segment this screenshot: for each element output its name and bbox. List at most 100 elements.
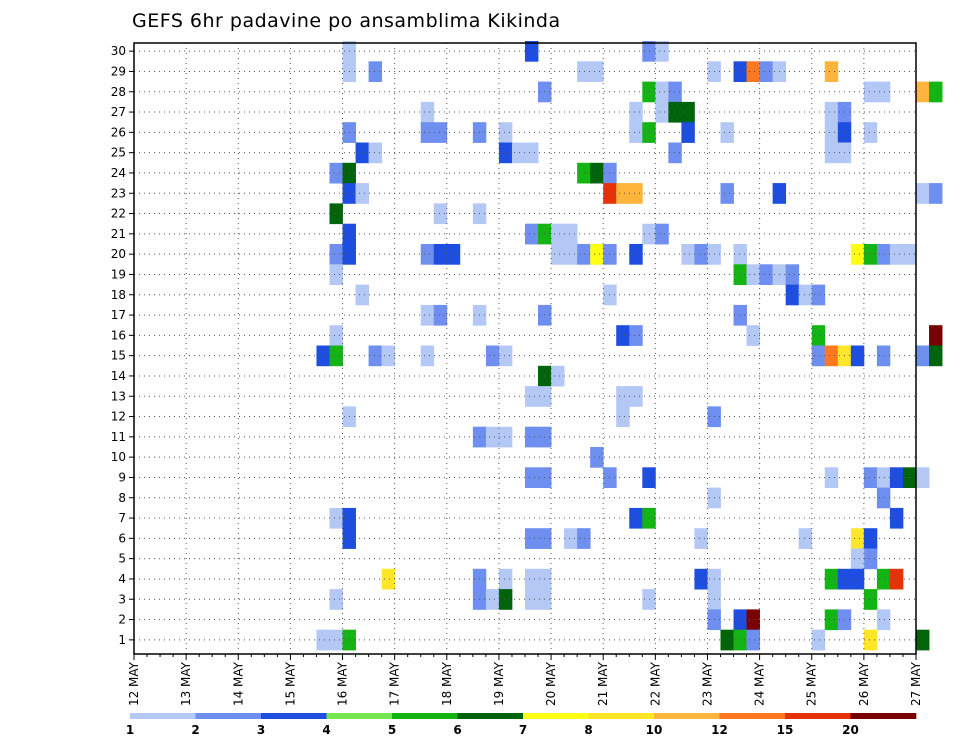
heatmap-cell	[420, 122, 435, 143]
heatmap-cell	[446, 244, 461, 265]
heatmap-cell	[746, 609, 760, 631]
x-tick-label: 23 MAY	[700, 661, 714, 706]
heatmap-cell	[525, 41, 539, 62]
x-tick-label: 27 MAY	[909, 661, 923, 706]
y-tick-label: 14	[111, 369, 126, 383]
legend-swatch	[195, 713, 262, 719]
heatmap-cell	[811, 284, 826, 306]
cells-layer	[316, 41, 943, 651]
heatmap-cell	[433, 203, 448, 225]
heatmap-cell	[929, 325, 943, 346]
legend-swatch	[850, 713, 917, 719]
x-tick-label: 14 MAY	[231, 661, 245, 706]
legend-label: 12	[711, 723, 728, 737]
heatmap-cell	[694, 568, 708, 590]
heatmap-cell	[498, 345, 513, 367]
heatmap-cell	[798, 284, 813, 306]
heatmap-cell	[863, 629, 878, 651]
heatmap-cell	[498, 426, 513, 448]
heatmap-cell	[381, 568, 396, 590]
legend-swatch	[719, 713, 786, 719]
heatmap-cell	[798, 528, 813, 549]
heatmap-cell	[681, 122, 695, 143]
y-tick-label: 4	[118, 572, 126, 586]
legend-label: 2	[191, 723, 199, 737]
heatmap-cell	[420, 244, 435, 265]
legend-label: 20	[842, 723, 859, 737]
heatmap-cell	[720, 629, 734, 651]
heatmap-cell	[876, 568, 891, 590]
heatmap-cell	[525, 589, 539, 610]
heatmap-cell	[889, 507, 904, 529]
heatmap-cell	[694, 244, 708, 265]
heatmap-cell	[863, 81, 878, 103]
heatmap-cell	[485, 426, 500, 448]
heatmap-cell	[629, 325, 643, 346]
heatmap-cell	[485, 589, 500, 610]
heatmap-cell	[668, 142, 682, 164]
legend-swatch	[392, 713, 458, 719]
y-tick-label: 8	[118, 491, 126, 505]
heatmap-cell	[876, 81, 891, 103]
heatmap-cell	[316, 345, 330, 367]
heatmap-cell	[577, 61, 591, 82]
heatmap-cell	[381, 345, 396, 367]
x-tick-label: 19 MAY	[492, 661, 506, 706]
y-tick-label: 26	[111, 125, 126, 139]
y-tick-label: 23	[111, 186, 126, 200]
x-tick-label: 24 MAY	[753, 661, 767, 706]
y-tick-label: 28	[111, 85, 126, 99]
heatmap-cell	[863, 528, 878, 549]
heatmap-cell	[616, 386, 630, 407]
heatmap-cell	[525, 426, 539, 448]
heatmap-cell	[629, 122, 643, 143]
y-tick-label: 2	[118, 613, 126, 627]
x-tick-label: 22 MAY	[648, 661, 662, 706]
heatmap-cell	[811, 345, 826, 367]
y-tick-label: 17	[111, 308, 126, 322]
heatmap-cell	[929, 81, 943, 103]
heatmap-cell	[850, 528, 865, 549]
heatmap-cell	[433, 304, 448, 326]
heatmap-cell	[564, 528, 578, 549]
heatmap-cell	[329, 203, 343, 225]
heatmap-cell	[564, 244, 578, 265]
y-tick-label: 3	[118, 592, 126, 606]
legend-label: 3	[257, 723, 265, 737]
legend-label: 15	[777, 723, 794, 737]
x-tick-label: 21 MAY	[596, 661, 610, 706]
heatmap-cell	[863, 467, 878, 488]
heatmap-cell	[850, 568, 865, 590]
heatmap-cell	[329, 507, 343, 529]
heatmap-cell	[551, 223, 565, 245]
heatmap-cell	[329, 162, 343, 184]
heatmap-cell	[876, 345, 891, 367]
heatmap-cell	[746, 264, 760, 285]
heatmap-cell	[420, 345, 435, 367]
heatmap-cell	[590, 244, 604, 265]
legend-swatch	[261, 713, 327, 719]
heatmap-cell	[850, 548, 865, 570]
heatmap-cell	[329, 264, 343, 285]
heatmap-cell	[916, 81, 930, 103]
heatmap-cell	[785, 284, 800, 306]
heatmap-cell	[824, 142, 839, 164]
x-tick-label: 17 MAY	[388, 661, 402, 706]
y-axis-ticks: 1234567891011121314151617181920212223242…	[111, 44, 134, 647]
heatmap-cell	[876, 244, 891, 265]
heatmap-cell	[746, 61, 760, 82]
heatmap-cell	[355, 284, 369, 306]
heatmap-cell	[525, 528, 539, 549]
heatmap-cell	[863, 122, 878, 143]
heatmap-cell	[590, 162, 604, 184]
heatmap-cell	[577, 244, 591, 265]
grid-layer	[134, 43, 916, 654]
legend-label: 7	[519, 723, 527, 737]
y-tick-label: 19	[111, 267, 126, 281]
heatmap-cell	[824, 609, 839, 631]
heatmap-cell	[433, 122, 448, 143]
heatmap-cell	[655, 223, 669, 245]
y-tick-label: 22	[111, 207, 126, 221]
y-tick-label: 13	[111, 389, 126, 403]
heatmap-cell	[655, 41, 669, 62]
